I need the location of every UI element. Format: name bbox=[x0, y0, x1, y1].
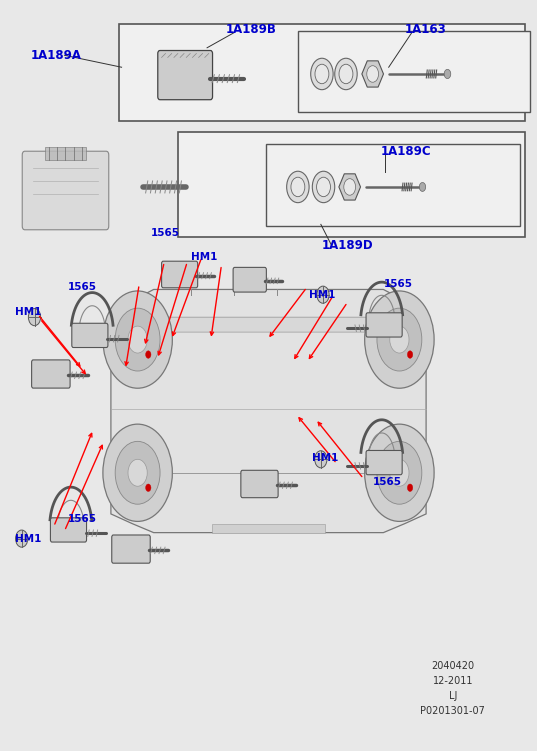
Polygon shape bbox=[154, 317, 383, 332]
Polygon shape bbox=[362, 61, 383, 87]
Circle shape bbox=[128, 460, 147, 486]
FancyBboxPatch shape bbox=[366, 313, 402, 337]
Text: 1565: 1565 bbox=[373, 477, 402, 487]
Text: 1A189A: 1A189A bbox=[31, 49, 82, 62]
Circle shape bbox=[103, 424, 172, 521]
Circle shape bbox=[419, 182, 426, 192]
Circle shape bbox=[377, 308, 422, 371]
Text: HM1: HM1 bbox=[14, 534, 41, 544]
Text: 1A189C: 1A189C bbox=[381, 144, 431, 158]
FancyBboxPatch shape bbox=[72, 323, 108, 348]
Bar bbox=[178, 132, 525, 237]
Circle shape bbox=[390, 326, 409, 353]
Circle shape bbox=[128, 326, 147, 353]
Circle shape bbox=[291, 177, 305, 197]
Text: 1A163: 1A163 bbox=[405, 23, 446, 36]
Text: LJ: LJ bbox=[448, 691, 457, 701]
Circle shape bbox=[115, 442, 160, 504]
Text: 2040420: 2040420 bbox=[431, 661, 474, 671]
Circle shape bbox=[103, 291, 172, 388]
Circle shape bbox=[313, 171, 335, 203]
FancyBboxPatch shape bbox=[50, 517, 86, 542]
Bar bbox=[298, 32, 530, 112]
Circle shape bbox=[311, 59, 333, 89]
Bar bbox=[119, 24, 525, 121]
Circle shape bbox=[335, 59, 357, 89]
Text: 1565: 1565 bbox=[151, 228, 180, 238]
Text: 12-2011: 12-2011 bbox=[433, 676, 473, 686]
Circle shape bbox=[315, 451, 327, 468]
Text: 1565: 1565 bbox=[383, 279, 412, 289]
Circle shape bbox=[365, 424, 434, 521]
Bar bbox=[266, 143, 520, 226]
Circle shape bbox=[115, 308, 160, 371]
Circle shape bbox=[444, 69, 451, 79]
FancyBboxPatch shape bbox=[158, 50, 213, 100]
Circle shape bbox=[317, 177, 330, 197]
Circle shape bbox=[408, 484, 413, 491]
Circle shape bbox=[28, 309, 41, 326]
Polygon shape bbox=[339, 173, 360, 200]
Circle shape bbox=[146, 351, 151, 358]
Circle shape bbox=[408, 351, 413, 358]
Text: 1565: 1565 bbox=[68, 282, 97, 292]
FancyBboxPatch shape bbox=[22, 151, 109, 230]
FancyBboxPatch shape bbox=[162, 261, 198, 288]
FancyBboxPatch shape bbox=[241, 470, 278, 498]
Circle shape bbox=[16, 530, 28, 547]
Text: HM1: HM1 bbox=[309, 290, 335, 300]
FancyBboxPatch shape bbox=[32, 360, 70, 388]
Circle shape bbox=[315, 65, 329, 83]
Text: HM1: HM1 bbox=[313, 453, 339, 463]
Text: HM1: HM1 bbox=[14, 307, 41, 317]
Circle shape bbox=[367, 65, 379, 82]
Circle shape bbox=[339, 65, 353, 83]
Text: P0201301-07: P0201301-07 bbox=[420, 706, 485, 716]
FancyBboxPatch shape bbox=[366, 451, 402, 475]
Circle shape bbox=[146, 484, 151, 491]
Circle shape bbox=[344, 179, 355, 195]
Text: HM1: HM1 bbox=[191, 252, 217, 262]
FancyBboxPatch shape bbox=[112, 535, 150, 563]
Circle shape bbox=[377, 442, 422, 504]
Circle shape bbox=[317, 286, 329, 303]
Polygon shape bbox=[213, 523, 324, 532]
Polygon shape bbox=[111, 289, 426, 532]
Text: 1A189B: 1A189B bbox=[226, 23, 277, 36]
Circle shape bbox=[390, 460, 409, 486]
Circle shape bbox=[287, 171, 309, 203]
Text: 1565: 1565 bbox=[68, 514, 97, 524]
Circle shape bbox=[365, 291, 434, 388]
Bar bbox=[45, 147, 86, 160]
Text: 1A189D: 1A189D bbox=[322, 239, 374, 252]
FancyBboxPatch shape bbox=[233, 267, 266, 292]
